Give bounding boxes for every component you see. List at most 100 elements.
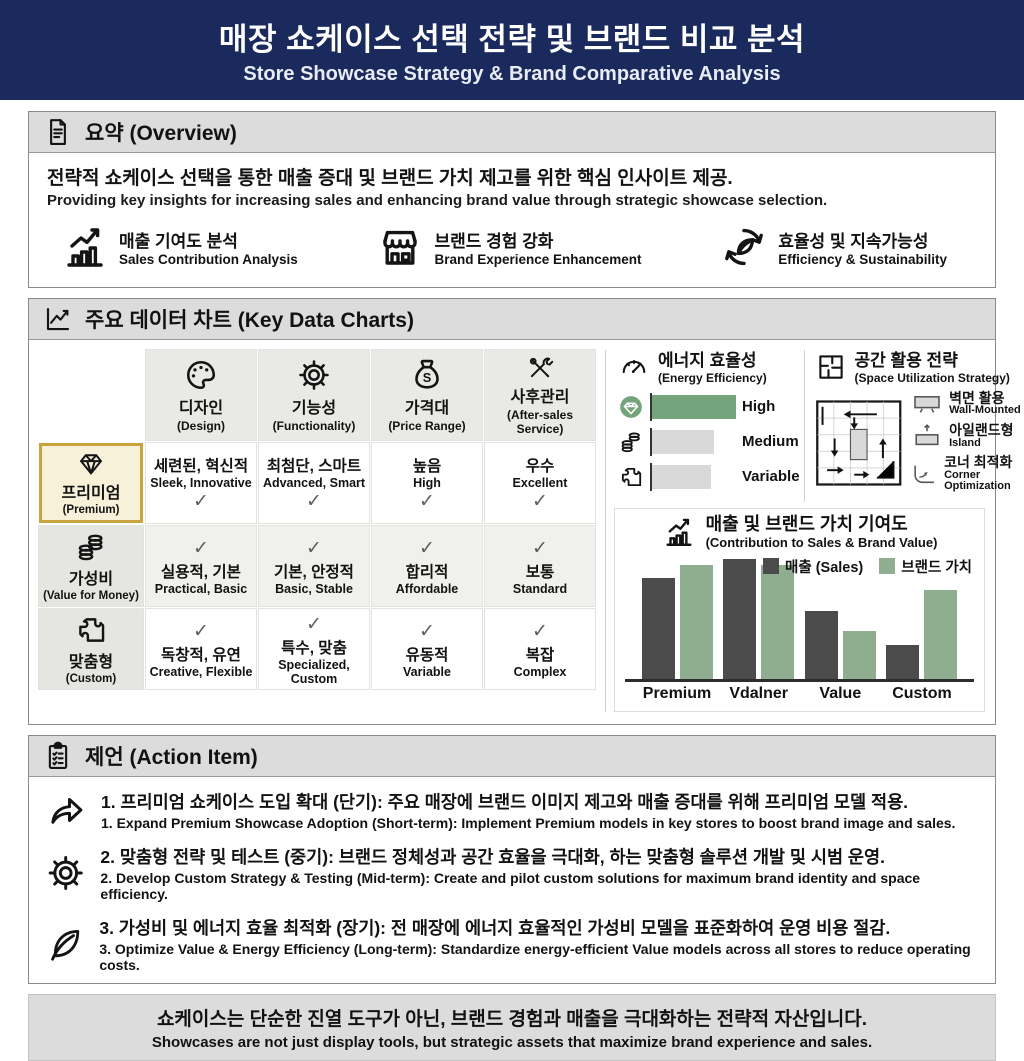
feature-en: Sales Contribution Analysis [119,252,298,267]
category-label: Custom [892,684,952,702]
check-icon: ✓ [306,537,322,559]
check-icon: ✓ [532,490,548,512]
check-icon: ✓ [419,490,435,512]
column-label-en: (Functionality) [272,419,356,433]
legend-sales: 매출 (Sales) [763,556,863,577]
action-item-3: 3. 가성비 및 에너지 효율 최적화 (장기): 전 매장에 에너지 효율적인… [45,915,979,973]
contribution-plot: 매출 (Sales) 브랜드 가치 [625,554,974,682]
column-label-en: (Design) [177,419,225,433]
energy-efficiency-panel: 에너지 효율성 (Energy Efficiency) [614,350,804,502]
check-icon: ✓ [532,620,548,642]
feature-en: Brand Experience Enhancement [434,252,642,267]
coins-icon [78,534,103,561]
table-cell: 세련된, 혁신적 Sleek, Innovative ✓ [145,442,257,524]
contribution-header: 매출 및 브랜드 가치 기여도 (Contribution to Sales &… [625,514,974,550]
column-label-ko: 사후관리 [510,389,570,406]
space-title-ko: 공간 활용 전략 [854,351,958,370]
gear-icon [48,855,83,890]
table-cell: 우수 Excellent ✓ [484,442,596,524]
overview-features: 매출 기여도 분석 Sales Contribution Analysis 브랜… [47,209,977,275]
category-label: Premium [642,684,712,702]
energy-bar-label: Medium [742,433,799,451]
bar-sales [641,577,675,679]
tools-icon [529,357,554,378]
category-label: Value [819,684,862,702]
charts-header: 주요 데이터 차트 (Key Data Charts) [29,299,995,340]
column-label-ko: 가격대 [404,400,450,417]
contribution-title-ko: 매출 및 브랜드 가치 기여도 [705,514,908,534]
overview-title: 요약 (Overview) [85,122,237,145]
bar-brand [679,564,713,679]
page-content: 요약 (Overview) 전략적 쇼케이스 선택을 통한 매출 증대 및 브랜… [0,100,1024,1061]
conclusion-en: Showcases are not just display tools, bu… [151,1033,873,1051]
check-icon: ✓ [306,490,322,512]
page-title: 매장 쇼케이스 선택 전략 및 브랜드 비교 분석 [218,22,806,57]
actions-header: 제언 (Action Item) [29,735,995,777]
brand-value-swatch [879,558,896,575]
space-content: 벽면 활용 Wall-Mounted [815,390,1024,495]
bar-growth-icon [67,228,103,267]
row-label-en: (Premium) [62,504,120,516]
space-panel-header: 공간 활용 전략 (Space Utilization Strategy) [815,351,1024,385]
page-header: 매장 쇼케이스 선택 전략 및 브랜드 비교 분석 Store Showcase… [0,0,1024,100]
floorplan-icon [818,355,843,379]
bar-growth-icon [666,519,692,547]
charts-right-column: 에너지 효율성 (Energy Efficiency) [605,350,1021,712]
row-header-premium: 프리미엄 (Premium) [39,443,143,523]
column-label-en: (Price Range) [388,419,466,433]
speedometer-icon [622,359,646,374]
top-panels: 에너지 효율성 (Energy Efficiency) [614,350,1021,502]
energy-title-ko: 에너지 효율성 [658,351,757,370]
table-cell: ✓ 실용적, 기본 Practical, Basic [145,525,257,607]
row-label-en: (Value for Money) [43,590,139,602]
column-header-price: S 가격대 (Price Range) [371,349,483,441]
conclusion-banner: 쇼케이스는 단순한 진열 도구가 아닌, 브랜드 경험과 매출을 극대화하는 전… [28,993,996,1061]
bar-group-2 [721,558,797,679]
contribution-title-en: (Contribution to Sales & Brand Value) [705,534,938,550]
svg-text:S: S [423,370,432,385]
table-cell: ✓ 특수, 맞춤 Specialized, Custom [258,608,370,690]
chart-legend: 매출 (Sales) 브랜드 가치 [763,556,972,577]
table-corner-cell [39,350,143,440]
eco-cycle-icon [725,228,764,266]
row-label-ko: 맞춤형 [68,654,114,671]
energy-title-en: (Energy Efficiency) [658,370,767,385]
table-cell: ✓ 보통 Standard [484,525,596,607]
legend-corner: 코너 최적화 Corner Optimization [912,455,1024,493]
palette-icon [186,360,216,390]
wall-mounted-icon [914,395,940,413]
bar-sales [804,610,838,679]
table-cell: ✓ 합리적 Affordable [371,525,483,607]
energy-bar-label: Variable [742,468,800,486]
storefront-icon [383,230,418,265]
table-cell: ✓ 복잡 Complex [484,608,596,690]
overview-desc-en: Providing key insights for increasing sa… [47,192,828,209]
space-legend: 벽면 활용 Wall-Mounted [912,390,1024,495]
energy-bar-row: Medium [618,427,800,456]
charts-section: 주요 데이터 차트 (Key Data Charts) 디자인 (Design) [28,298,1021,725]
diamond-icon [80,454,102,475]
legend-wall-mounted: 벽면 활용 Wall-Mounted [912,390,1024,417]
space-utilization-panel: 공간 활용 전략 (Space Utilization Strategy) [803,350,1024,502]
energy-bar-medium [652,429,715,454]
feature-ko: 브랜드 경험 강화 [434,232,554,251]
category-labels: Premium Vdalner Value Custom [625,685,974,703]
overview-desc-ko: 전략적 쇼케이스 선택을 통한 매출 증대 및 브랜드 가치 제고를 위한 핵심… [47,168,733,189]
table-cell: ✓ 기본, 안정적 Basic, Stable [258,525,370,607]
actions-section: 제언 (Action Item) 1. 프리미엄 쇼케이스 도입 확대 (단기)… [28,734,996,984]
bar-brand [761,564,795,679]
action-item-2: 2. 맞춤형 전략 및 테스트 (중기): 브랜드 정체성과 공간 효율을 극대… [45,844,979,902]
bar-sales [723,558,757,679]
actions-title: 제언 (Action Item) [85,745,258,769]
energy-bar-row: High [618,392,800,421]
bar-brand [842,630,876,679]
feature-sales-contribution: 매출 기여도 분석 Sales Contribution Analysis [61,223,298,271]
row-header-custom: 맞춤형 (Custom) [38,608,144,690]
document-icon [50,119,66,145]
row-label-ko: 프리미엄 [61,485,121,502]
check-icon: ✓ [419,620,435,642]
corner-optimization-icon [914,465,934,484]
energy-bars: High Medium [618,392,800,491]
row-label-en: (Custom) [65,673,117,685]
column-header-design: 디자인 (Design) [145,349,257,441]
